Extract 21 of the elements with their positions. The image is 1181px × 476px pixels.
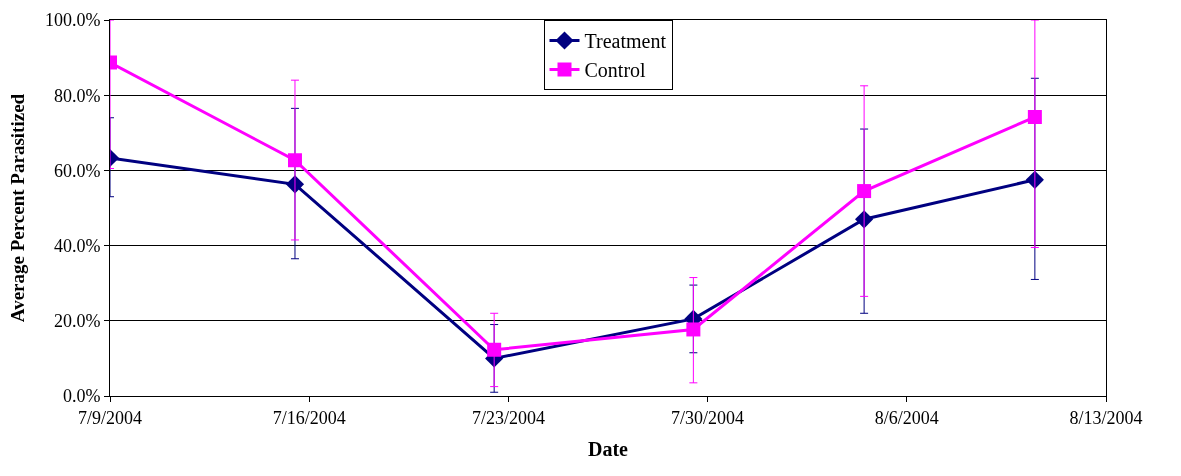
point [1027, 110, 1042, 125]
x-tick-label: 7/9/2004 [77, 407, 143, 428]
y-tick-label: 40.0% [53, 235, 101, 256]
x-tick-label: 8/13/2004 [1069, 407, 1143, 428]
y-axis-title: Average Percent Parasitized [6, 93, 28, 323]
x-tick-label: 8/6/2004 [874, 407, 939, 428]
point [487, 342, 502, 357]
y-tick-label: 100.0% [44, 10, 101, 31]
point [686, 322, 701, 337]
y-tick-label: 20.0% [53, 311, 101, 332]
legend-label: Treatment [584, 30, 667, 53]
x-tick-label: 7/23/2004 [471, 407, 545, 428]
point [857, 184, 872, 199]
legend-label: Control [584, 59, 647, 82]
x-tick-label: 7/16/2004 [272, 407, 346, 428]
y-tick-label: 0.0% [62, 386, 101, 407]
y-tick-label: 60.0% [53, 160, 101, 181]
x-tick-label: 7/30/2004 [671, 407, 745, 428]
x-axis-title: Date [588, 438, 629, 461]
point [287, 153, 302, 168]
y-tick-label: 80.0% [53, 85, 101, 106]
